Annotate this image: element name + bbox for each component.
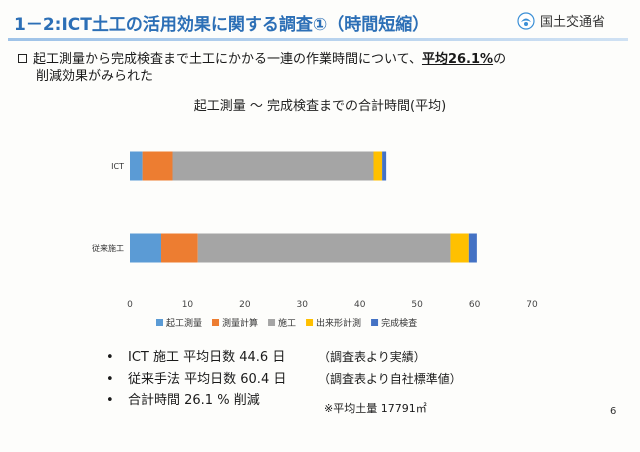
category-label: ICT: [111, 162, 124, 171]
category-labels: ICT 従来施工: [92, 162, 124, 253]
bullet-marker: •: [106, 350, 114, 365]
bar-segment: [373, 151, 383, 181]
intro-text-after: の: [493, 52, 507, 67]
legend-label: 出来形計測: [316, 317, 361, 329]
x-tick-label: 50: [411, 300, 423, 310]
mlit-emblem-icon: [517, 11, 535, 30]
legend-swatch: [371, 319, 379, 326]
summary-item: • 従来手法 平均日数 60.4 日 （調査表より自社標準値）: [106, 368, 606, 390]
bar-segment: [161, 233, 198, 263]
legend-label: 施工: [278, 317, 296, 329]
legend-swatch: [306, 319, 314, 326]
summary-text: ICT 施工 平均日数 44.6 日: [128, 350, 286, 365]
slide-title: 1－2:ICT土工の活用効果に関する調査①（時間短縮）: [14, 15, 430, 35]
chart-title: 起工測量 ～ 完成検査までの合計時間(平均): [194, 98, 446, 114]
intro-line2: 削減効果がみられた: [36, 69, 154, 84]
bar-segment: [172, 151, 374, 181]
intro-paragraph: 起工測量から完成検査まで土工にかかる一連の作業時間について、平均26.1%の 削…: [18, 51, 618, 85]
x-tick-label: 40: [354, 300, 366, 310]
x-tick-label: 30: [297, 300, 309, 310]
legend-label: 起工測量: [166, 317, 202, 329]
summary-item: • 合計時間 26.1 % 削減: [106, 390, 606, 412]
summary-note: （調査表より実績）: [318, 350, 426, 364]
org-name: 国土交通省: [540, 15, 606, 30]
bar-segment: [468, 233, 477, 263]
legend: 起工測量 測量計算 施工 出来形計測 完成検査: [156, 317, 417, 329]
x-tick-label: 10: [182, 300, 194, 310]
intro-text-before: 起工測量から完成検査まで土工にかかる一連の作業時間について、: [33, 52, 422, 67]
intro-highlight: 平均26.1%: [421, 52, 494, 67]
square-bullet-icon: [18, 54, 27, 63]
bar-segment: [130, 151, 143, 181]
bar-segment: [382, 151, 387, 181]
bar-segment: [142, 151, 173, 181]
legend-swatch: [156, 319, 163, 326]
x-tick-labels: 0 10 20 30 40 50 60 70: [127, 300, 538, 310]
legend-swatch: [212, 319, 220, 326]
x-tick-label: 0: [127, 300, 133, 310]
x-tick-label: 20: [239, 300, 251, 310]
bars-group: [130, 151, 477, 263]
category-label: 従来施工: [92, 243, 124, 253]
stacked-bar-chart: 起工測量 ～ 完成検査までの合計時間(平均) ICT 従来施工 0 10 20 30 40…: [92, 98, 538, 329]
footnote: ※平均土量 17791㎡: [324, 402, 427, 415]
summary-text: 従来手法 平均日数 60.4 日: [128, 372, 287, 387]
bullet-marker: •: [106, 372, 114, 387]
legend-label: 測量計算: [222, 317, 258, 329]
page-number: 6: [610, 406, 617, 417]
summary-item: • ICT 施工 平均日数 44.6 日 （調査表より実績）: [106, 346, 606, 368]
title-underline: [8, 38, 628, 41]
bullet-marker: •: [106, 393, 114, 408]
summary-note: （調査表より自社標準値）: [318, 372, 462, 386]
legend-swatch: [268, 319, 276, 326]
bar-segment: [450, 233, 469, 263]
summary-text: 合計時間 26.1 % 削減: [128, 393, 260, 408]
bar-segment: [197, 233, 451, 263]
bar-segment: [130, 233, 162, 263]
x-tick-label: 60: [469, 300, 481, 310]
mlit-logo: 国土交通省: [517, 11, 605, 30]
summary-list: • ICT 施工 平均日数 44.6 日 （調査表より実績） • 従来手法 平均日数 …: [106, 346, 606, 412]
x-tick-label: 70: [526, 300, 538, 310]
legend-label: 完成検査: [381, 317, 417, 329]
